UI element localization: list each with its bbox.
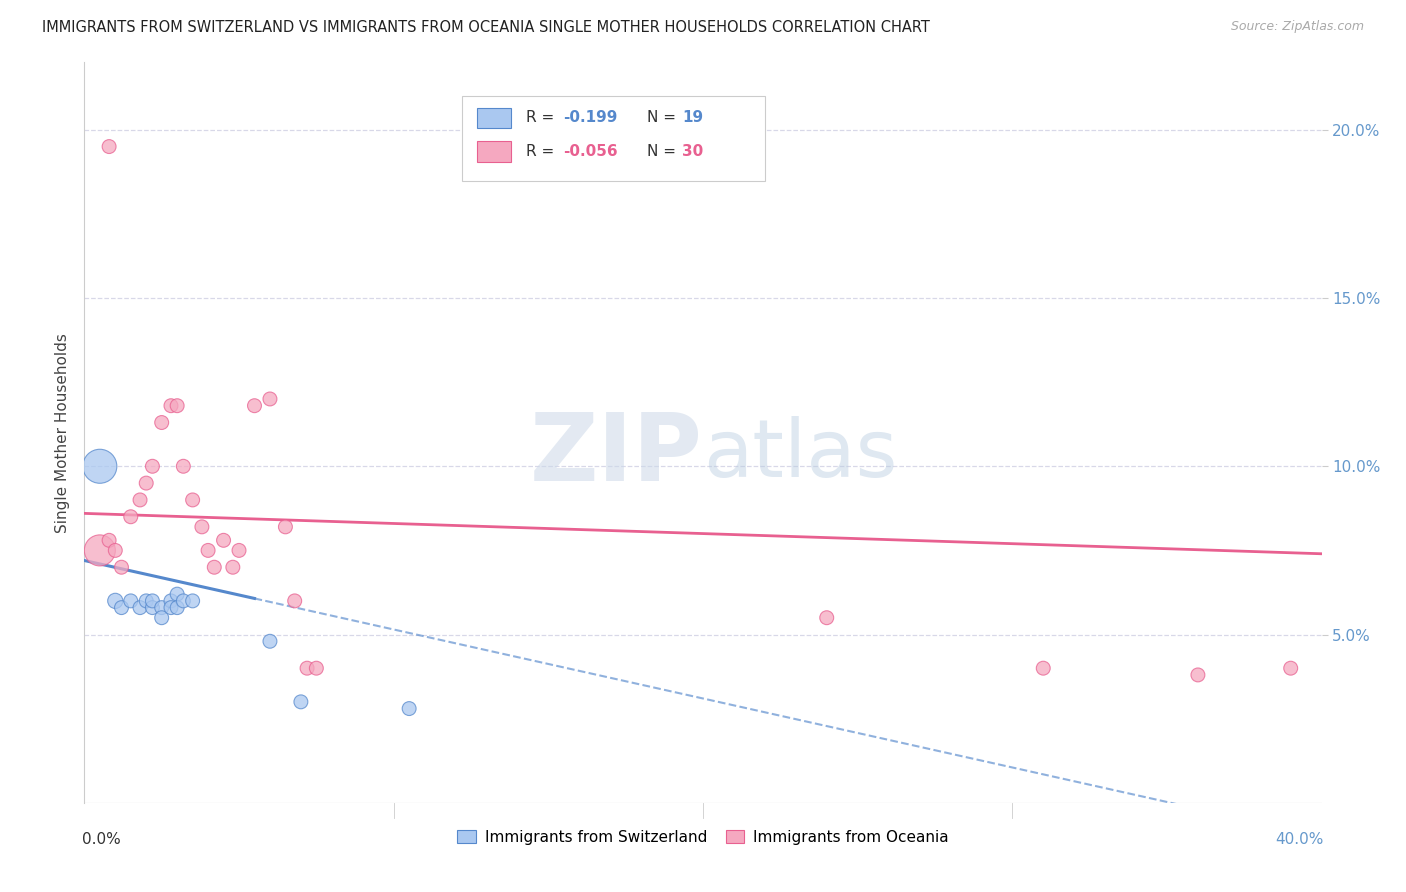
Point [259,392,281,406]
Point [141,594,163,608]
Point [197,543,219,558]
Point [274,520,297,534]
Text: atlas: atlas [703,416,897,494]
Point [120,509,142,524]
Point [129,600,152,615]
Text: 0.0%: 0.0% [82,832,121,847]
Point [1279,661,1302,675]
Point [166,600,188,615]
Point [150,600,173,615]
Text: R =: R = [526,144,560,159]
Text: 40.0%: 40.0% [1275,832,1324,847]
Point [160,594,183,608]
Text: 30: 30 [682,144,703,159]
Point [222,560,245,574]
Text: N =: N = [647,111,681,126]
Text: IMMIGRANTS FROM SWITZERLAND VS IMMIGRANTS FROM OCEANIA SINGLE MOTHER HOUSEHOLDS : IMMIGRANTS FROM SWITZERLAND VS IMMIGRANT… [42,20,929,35]
Point [120,594,142,608]
Text: 19: 19 [682,111,703,126]
Point [398,701,420,715]
Point [305,661,328,675]
Point [110,600,132,615]
Legend: Immigrants from Switzerland, Immigrants from Oceania: Immigrants from Switzerland, Immigrants … [451,823,955,851]
Point [259,634,281,648]
Point [1187,668,1209,682]
Point [191,520,214,534]
Point [1032,661,1054,675]
Point [150,610,173,624]
Point [181,594,204,608]
Point [202,560,225,574]
Point [166,587,188,601]
Point [295,661,318,675]
FancyBboxPatch shape [477,141,512,161]
Point [89,543,111,558]
Point [166,399,188,413]
Point [135,594,157,608]
Text: R =: R = [526,111,560,126]
Point [98,139,121,153]
Point [89,459,111,474]
Point [212,533,235,548]
Point [172,459,194,474]
FancyBboxPatch shape [461,95,765,181]
Text: -0.199: -0.199 [564,111,617,126]
Point [284,594,307,608]
Point [160,600,183,615]
Text: Source: ZipAtlas.com: Source: ZipAtlas.com [1230,20,1364,33]
Point [141,459,163,474]
Point [243,399,266,413]
Point [141,600,163,615]
Point [129,492,152,507]
Point [228,543,250,558]
Point [160,399,183,413]
Text: N =: N = [647,144,681,159]
Point [172,594,194,608]
Point [815,610,838,624]
Text: -0.056: -0.056 [564,144,617,159]
Point [104,594,127,608]
Y-axis label: Single Mother Households: Single Mother Households [55,333,70,533]
Point [110,560,132,574]
Point [290,695,312,709]
Point [104,543,127,558]
FancyBboxPatch shape [477,108,512,128]
Text: ZIP: ZIP [530,409,703,500]
Point [135,476,157,491]
Point [98,533,121,548]
Point [150,416,173,430]
Point [181,492,204,507]
